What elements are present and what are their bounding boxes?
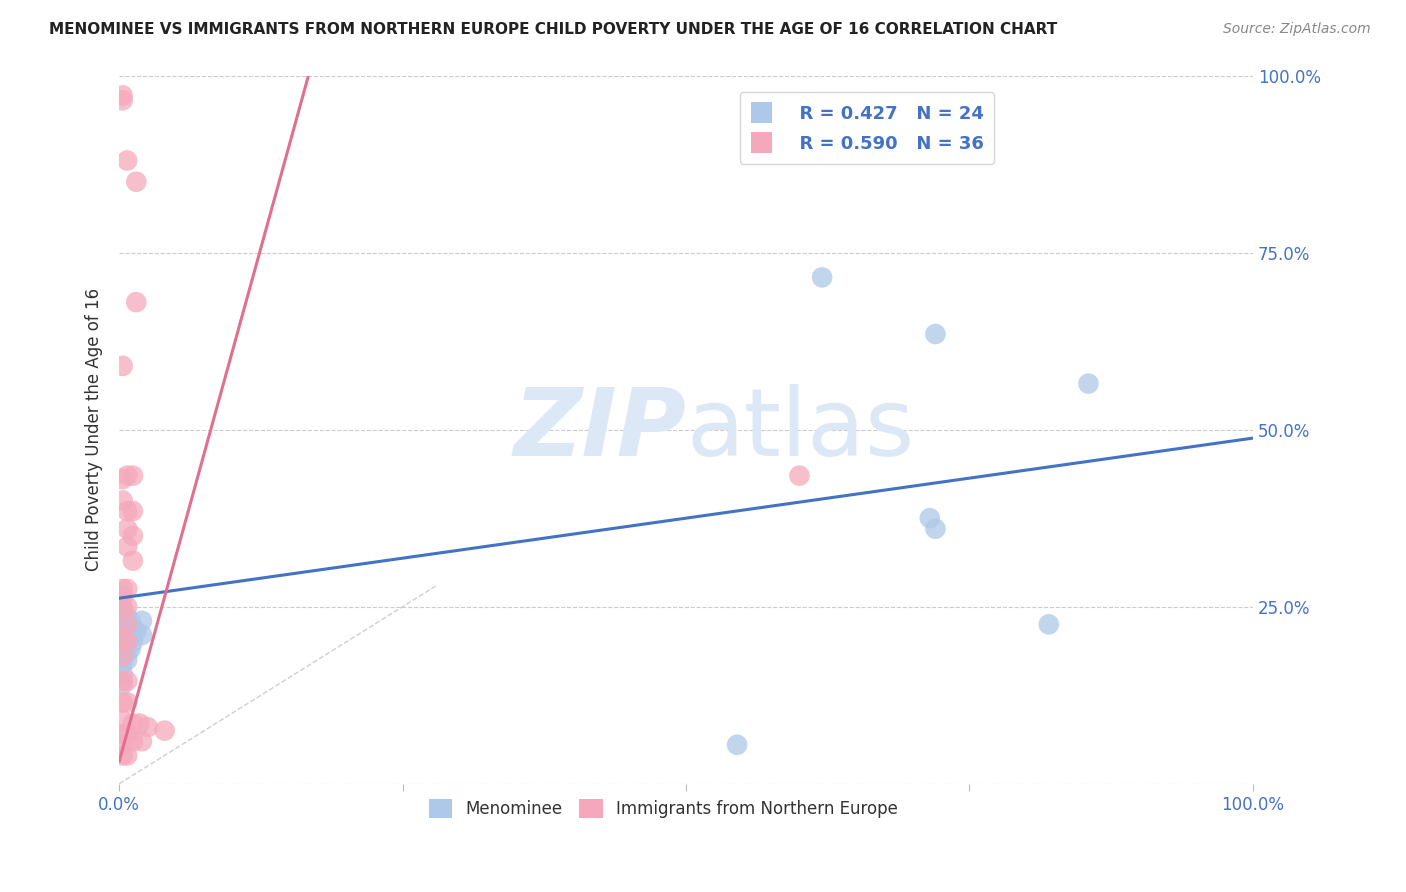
Point <box>128 716 150 731</box>
Point <box>918 511 941 525</box>
Point <box>115 599 138 614</box>
Point <box>924 522 946 536</box>
Point <box>811 270 834 285</box>
Point <box>111 649 134 664</box>
Point <box>115 695 138 709</box>
Point <box>115 624 138 639</box>
Point <box>111 677 134 691</box>
Point <box>122 504 145 518</box>
Point <box>111 674 134 689</box>
Point <box>122 716 145 731</box>
Point <box>789 468 811 483</box>
Legend: Menominee, Immigrants from Northern Europe: Menominee, Immigrants from Northern Euro… <box>422 792 904 825</box>
Point <box>131 734 153 748</box>
Point <box>115 674 138 689</box>
Point <box>115 653 138 667</box>
Point <box>125 624 148 639</box>
Point <box>122 635 145 649</box>
Point <box>111 472 134 486</box>
Point <box>115 540 138 554</box>
Point <box>115 610 138 624</box>
Point <box>111 727 134 741</box>
Point <box>120 628 142 642</box>
Point <box>111 713 134 727</box>
Text: Source: ZipAtlas.com: Source: ZipAtlas.com <box>1223 22 1371 37</box>
Point <box>115 727 138 741</box>
Point <box>111 632 134 646</box>
Point <box>111 93 134 107</box>
Point <box>111 582 134 596</box>
Point <box>115 748 138 763</box>
Point <box>122 621 145 635</box>
Point <box>1038 617 1060 632</box>
Point <box>111 657 134 671</box>
Point <box>115 504 138 518</box>
Point <box>111 617 134 632</box>
Point <box>120 642 142 657</box>
Point <box>125 175 148 189</box>
Point <box>136 720 159 734</box>
Point <box>122 554 145 568</box>
Point <box>115 646 138 660</box>
Point <box>111 667 134 681</box>
Point <box>111 738 134 752</box>
Point <box>115 522 138 536</box>
Point <box>115 635 138 649</box>
Point <box>122 734 145 748</box>
Point <box>115 153 138 168</box>
Point <box>111 603 134 617</box>
Point <box>115 617 138 632</box>
Text: MENOMINEE VS IMMIGRANTS FROM NORTHERN EUROPE CHILD POVERTY UNDER THE AGE OF 16 C: MENOMINEE VS IMMIGRANTS FROM NORTHERN EU… <box>49 22 1057 37</box>
Point <box>131 628 153 642</box>
Point <box>153 723 176 738</box>
Y-axis label: Child Poverty Under the Age of 16: Child Poverty Under the Age of 16 <box>86 288 103 571</box>
Point <box>111 599 134 614</box>
Point <box>111 646 134 660</box>
Point <box>115 635 138 649</box>
Point <box>924 326 946 341</box>
Point <box>125 295 148 310</box>
Point <box>131 614 153 628</box>
Point <box>120 614 142 628</box>
Point <box>111 695 134 709</box>
Point <box>111 493 134 508</box>
Point <box>115 468 138 483</box>
Point <box>111 632 134 646</box>
Text: ZIP: ZIP <box>513 384 686 475</box>
Point <box>1077 376 1099 391</box>
Point <box>115 582 138 596</box>
Point <box>111 88 134 103</box>
Point <box>111 748 134 763</box>
Point <box>122 529 145 543</box>
Point <box>111 359 134 373</box>
Point <box>122 468 145 483</box>
Point <box>725 738 748 752</box>
Point <box>111 589 134 603</box>
Text: atlas: atlas <box>686 384 914 475</box>
